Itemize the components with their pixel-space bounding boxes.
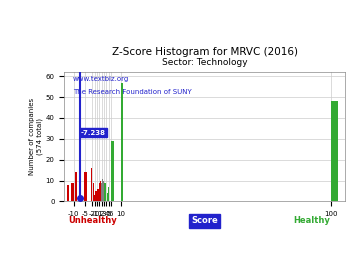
Bar xyxy=(97,189,98,201)
Bar xyxy=(99,183,100,201)
Bar xyxy=(103,181,104,201)
Bar xyxy=(67,185,69,201)
Bar xyxy=(100,181,101,201)
Bar xyxy=(93,183,94,201)
Y-axis label: Number of companies
(574 total): Number of companies (574 total) xyxy=(30,98,43,175)
Text: The Research Foundation of SUNY: The Research Foundation of SUNY xyxy=(73,89,192,95)
Bar xyxy=(71,183,74,201)
Bar xyxy=(331,101,338,201)
Bar xyxy=(84,172,87,201)
Text: Score: Score xyxy=(191,217,218,225)
Bar xyxy=(106,183,107,201)
Title: Z-Score Histogram for MRVC (2016): Z-Score Histogram for MRVC (2016) xyxy=(112,48,298,58)
Bar xyxy=(121,83,123,201)
Bar xyxy=(95,191,96,201)
Text: Sector: Technology: Sector: Technology xyxy=(162,58,248,67)
Text: Healthy: Healthy xyxy=(293,217,330,225)
Text: -7.238: -7.238 xyxy=(81,130,106,136)
Text: Unhealthy: Unhealthy xyxy=(68,217,117,225)
Bar xyxy=(108,187,109,201)
Bar xyxy=(107,193,108,201)
Bar xyxy=(98,189,99,201)
Bar xyxy=(102,178,103,201)
Text: www.textbiz.org: www.textbiz.org xyxy=(73,76,129,82)
Bar xyxy=(111,141,113,201)
Bar xyxy=(94,195,95,201)
Bar xyxy=(75,172,77,201)
Bar xyxy=(105,183,106,201)
Bar xyxy=(91,168,93,201)
Bar xyxy=(104,183,105,201)
